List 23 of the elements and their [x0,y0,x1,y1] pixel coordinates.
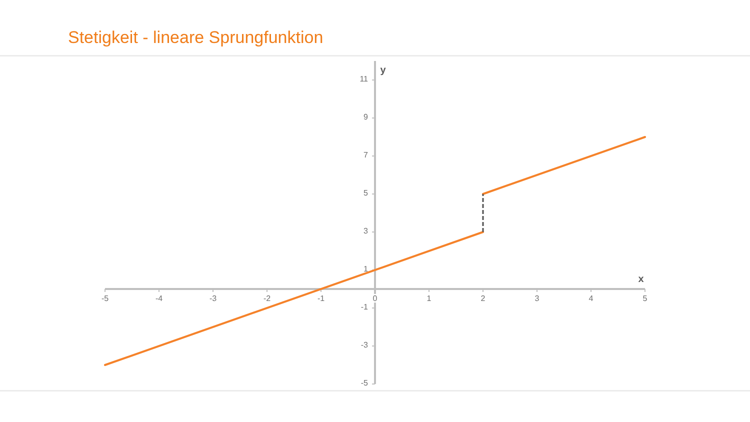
x-tick-label: -1 [317,294,326,303]
y-tick-label: -1 [360,302,369,312]
chart-title: Stetigkeit - lineare Sprungfunktion [68,28,324,47]
x-tick-label: -2 [263,294,272,303]
x-tick-label: 5 [642,294,648,303]
y-tick-label: 11 [360,74,369,84]
x-tick-label: -5 [101,294,110,303]
y-tick-label: 7 [364,150,369,160]
x-tick-label: 0 [372,294,378,303]
x-tick-label: 2 [480,294,486,303]
x-tick-label: -4 [155,294,164,303]
y-tick-label: 9 [364,112,369,122]
x-tick-label: 4 [588,294,594,303]
y-tick-label: -5 [360,378,369,388]
x-tick-label: 3 [534,294,540,303]
x-tick-label: -3 [209,294,218,303]
y-axis-title: y [380,65,386,76]
y-tick-label: 1 [364,264,369,274]
y-tick-label: -3 [360,340,369,350]
y-tick-label: 5 [364,188,369,198]
x-tick-label: 1 [426,294,432,303]
y-tick-label: 3 [364,226,369,236]
x-axis-title: x [638,274,644,285]
